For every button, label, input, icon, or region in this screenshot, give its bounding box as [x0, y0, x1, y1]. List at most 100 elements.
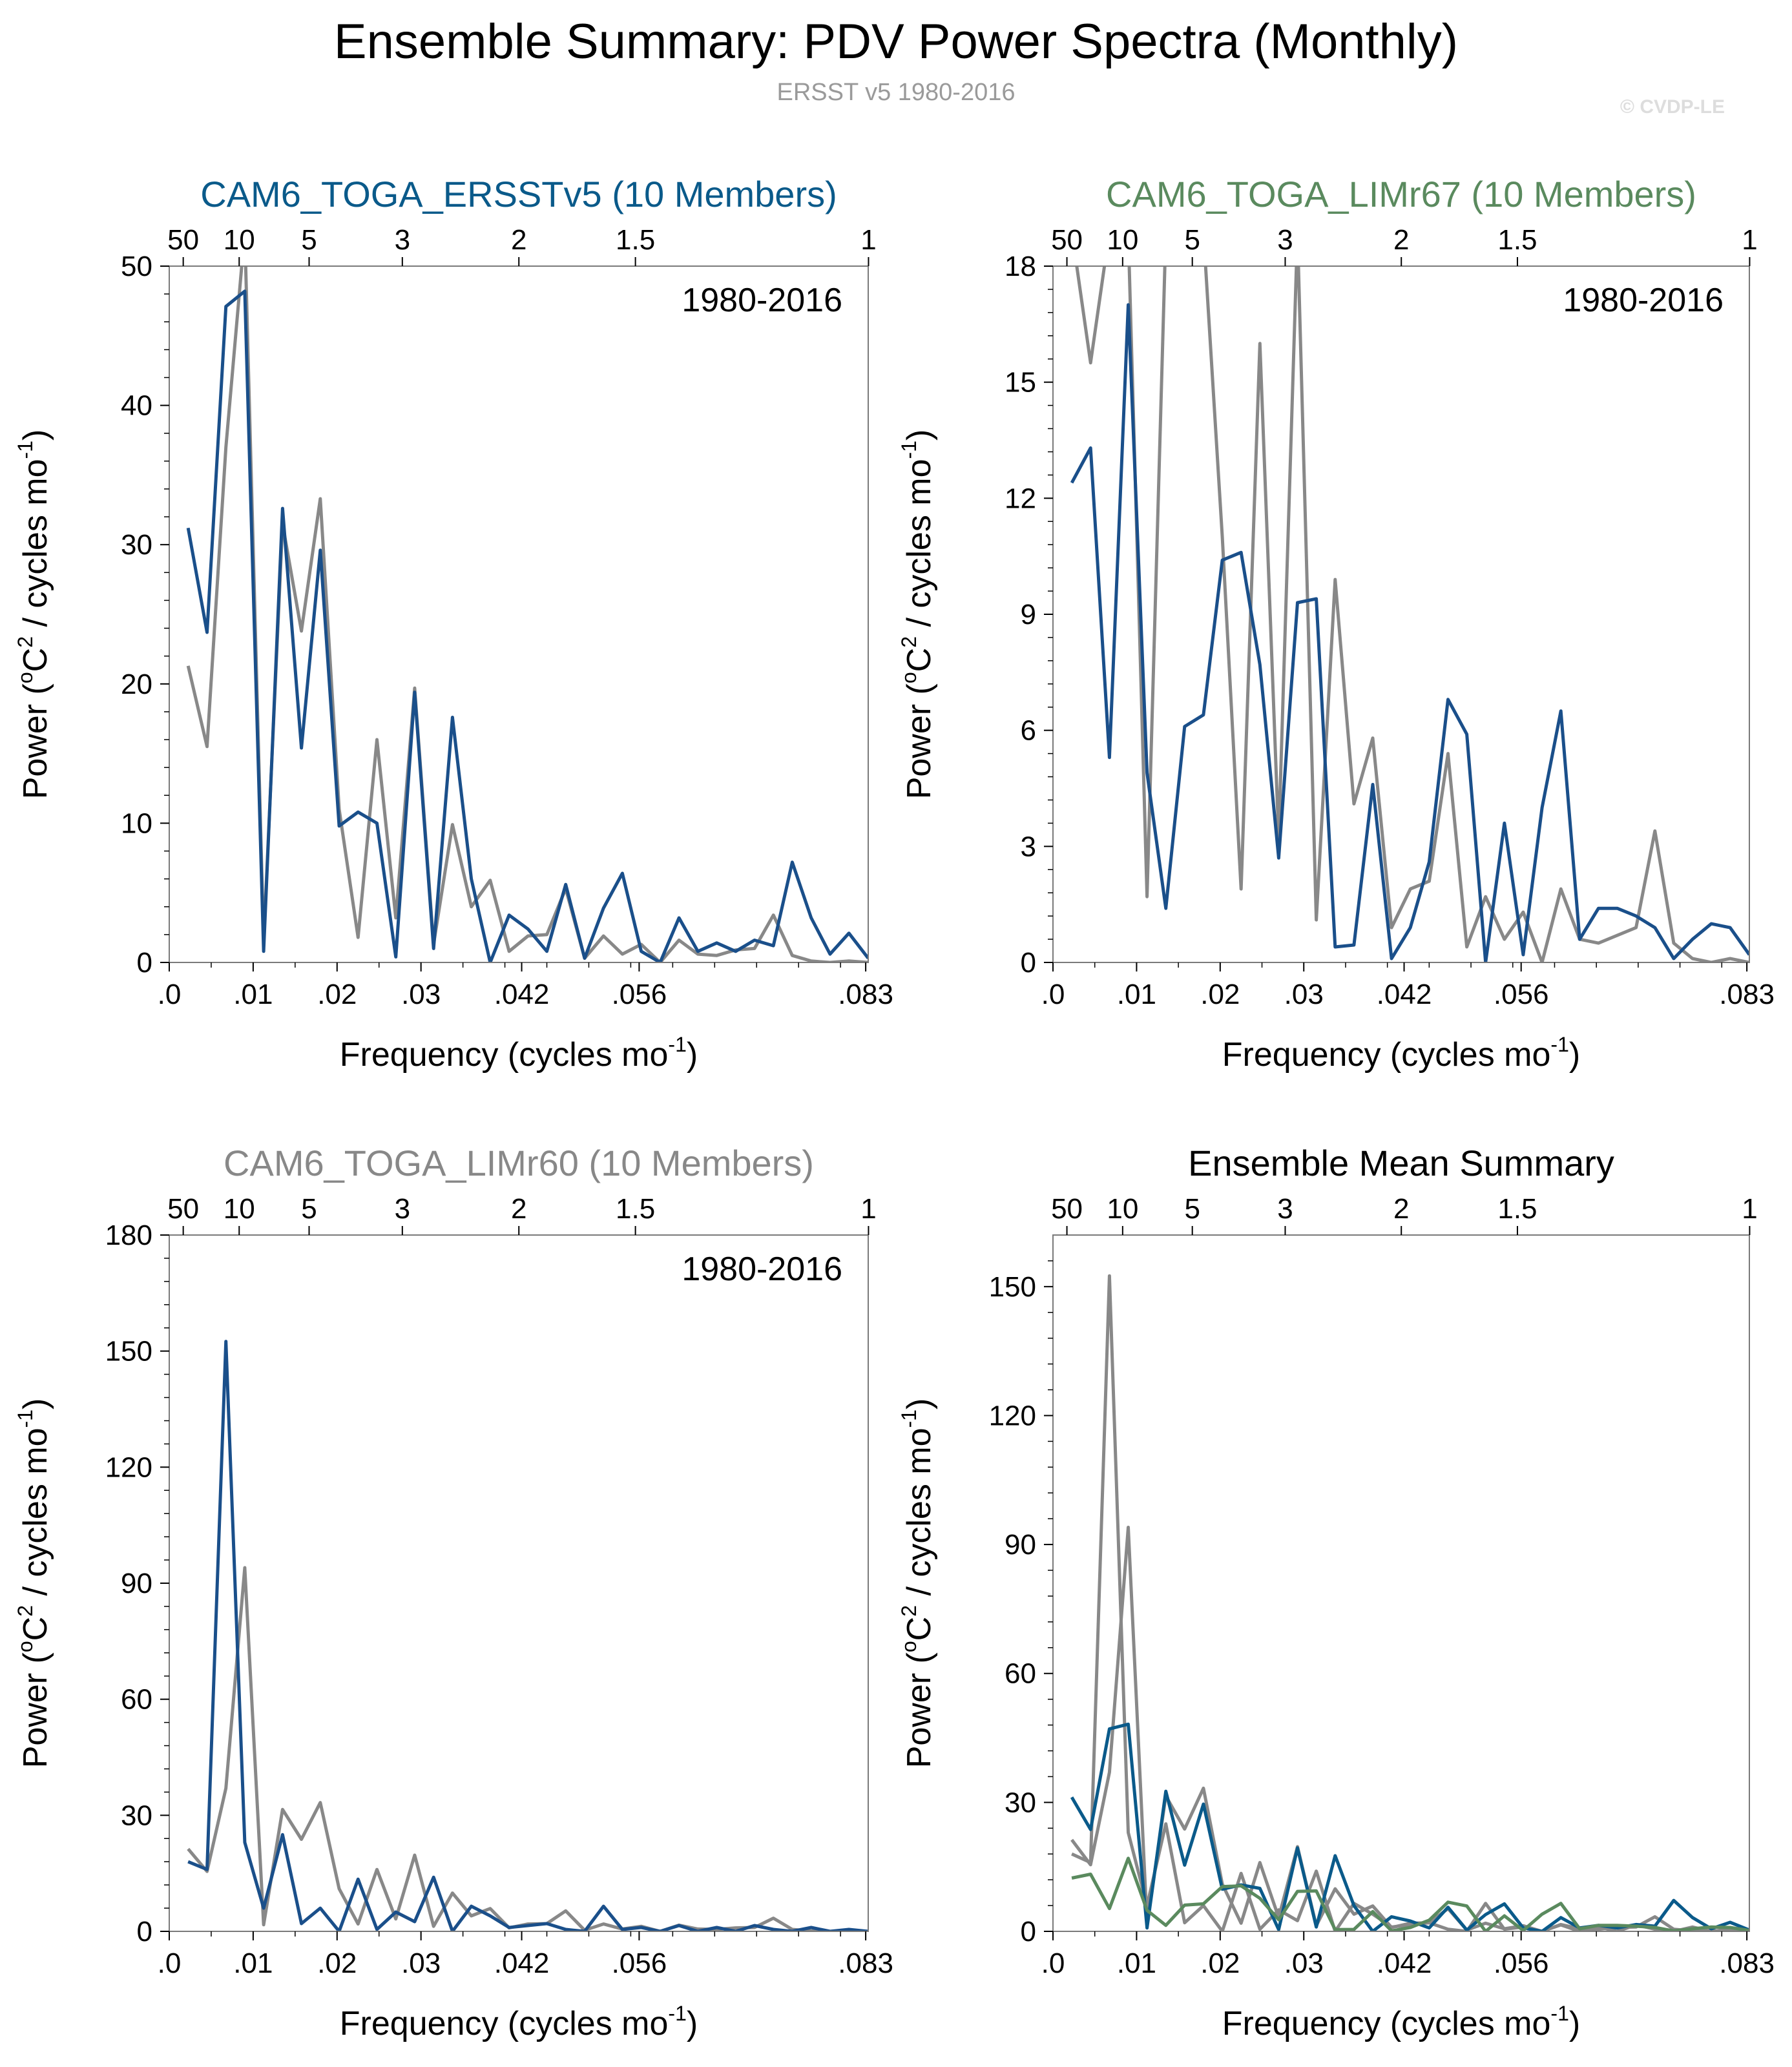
- x-tick-label: .0: [1041, 1948, 1065, 1979]
- y-tick-label: 0: [137, 947, 152, 979]
- x-tick-label: .083: [1719, 979, 1775, 1010]
- y-tick-label: 30: [121, 529, 152, 561]
- y-axis-label: Power (oC2 / cycles mo-1): [14, 1398, 54, 1769]
- y-tick-label: 20: [121, 669, 152, 700]
- series-line-cam6-toga-limr60: [1071, 1274, 1749, 1931]
- top-tick-label: 1: [1742, 1193, 1757, 1225]
- y-tick-label: 0: [1021, 947, 1036, 979]
- x-tick-label: .01: [233, 979, 273, 1010]
- y-tick-label: 120: [105, 1451, 152, 1483]
- x-tick-label: .083: [1719, 1948, 1775, 1979]
- series-line-cam6-toga-limr67: [1070, 303, 1749, 962]
- x-tick-label: .042: [494, 979, 550, 1010]
- top-tick-label: 2: [1393, 224, 1409, 256]
- y-tick-label: 90: [1005, 1529, 1036, 1561]
- top-tick-label: 50: [167, 1193, 199, 1225]
- y-tick-label: 6: [1021, 715, 1036, 747]
- top-tick-label: 3: [395, 224, 410, 256]
- x-tick-label: .042: [1377, 979, 1432, 1010]
- y-tick-label: 3: [1021, 831, 1036, 862]
- y-tick-label: 30: [1005, 1787, 1036, 1818]
- x-axis-label: Frequency (cycles mo-1): [1222, 1033, 1580, 1074]
- top-tick-label: 1: [860, 1193, 876, 1225]
- y-tick-label: 150: [105, 1336, 152, 1367]
- x-tick-label: .042: [494, 1948, 550, 1979]
- x-tick-label: .03: [401, 1948, 441, 1979]
- x-tick-label: .0: [158, 1948, 182, 1979]
- x-tick-label: .056: [1494, 1948, 1549, 1979]
- x-tick-label: .03: [401, 979, 441, 1010]
- panel-title: Ensemble Mean Summary: [1188, 1143, 1614, 1183]
- y-tick-label: 120: [989, 1400, 1036, 1431]
- x-tick-label: .01: [1117, 1948, 1156, 1979]
- y-tick-label: 150: [989, 1271, 1036, 1303]
- x-tick-label: .056: [612, 1948, 667, 1979]
- top-tick-label: 50: [1051, 1193, 1083, 1225]
- y-tick-label: 60: [121, 1684, 152, 1716]
- y-tick-label: 10: [121, 807, 152, 839]
- top-tick-label: 5: [301, 1193, 317, 1225]
- x-tick-label: .01: [1117, 979, 1156, 1010]
- series-line-cam6-toga-ersstv5: [1070, 1722, 1749, 1931]
- top-tick-label: 2: [1393, 1193, 1409, 1225]
- top-tick-label: 1: [860, 224, 876, 256]
- top-tick-label: 50: [167, 224, 199, 256]
- figure-subtitle: ERSST v5 1980-2016: [777, 79, 1016, 106]
- top-tick-label: 1.5: [616, 224, 655, 256]
- top-tick-label: 50: [1051, 224, 1083, 256]
- top-tick-label: 5: [1184, 1193, 1200, 1225]
- top-tick-label: 2: [511, 1193, 526, 1225]
- series-line-ersst-v5: [1075, 266, 1749, 962]
- y-tick-label: 9: [1021, 599, 1036, 630]
- top-tick-label: 2: [511, 224, 526, 256]
- top-tick-label: 1.5: [616, 1193, 655, 1225]
- x-tick-label: .02: [1200, 979, 1240, 1010]
- x-tick-label: .01: [233, 1948, 273, 1979]
- panel-title: CAM6_TOGA_ERSSTv5 (10 Members): [200, 174, 837, 214]
- series-line-cam6-toga-limr60: [187, 1340, 868, 1931]
- y-axis-label: Power (oC2 / cycles mo-1): [14, 430, 54, 800]
- x-tick-label: .056: [612, 979, 667, 1010]
- top-tick-label: 3: [1277, 224, 1293, 256]
- x-tick-label: .02: [317, 979, 357, 1010]
- top-tick-label: 10: [224, 224, 255, 256]
- series-line-cam6-toga-ersstv5: [186, 289, 868, 962]
- x-tick-label: .02: [1200, 1948, 1240, 1979]
- y-tick-label: 0: [137, 1916, 152, 1948]
- top-tick-label: 5: [1184, 224, 1200, 256]
- figure-title: Ensemble Summary: PDV Power Spectra (Mon…: [334, 14, 1458, 69]
- y-tick-label: 12: [1005, 483, 1036, 514]
- period-label: 1980-2016: [682, 282, 842, 319]
- y-tick-label: 0: [1021, 1916, 1036, 1948]
- x-tick-label: .042: [1377, 1948, 1432, 1979]
- plot-frame: [169, 265, 869, 963]
- copyright-label: © CVDP-LE: [1620, 96, 1725, 118]
- y-tick-label: 60: [1005, 1658, 1036, 1690]
- x-tick-label: .0: [158, 979, 182, 1010]
- x-axis-label: Frequency (cycles mo-1): [1222, 2002, 1580, 2042]
- period-label: 1980-2016: [682, 1251, 842, 1288]
- top-tick-label: 1.5: [1497, 1193, 1537, 1225]
- period-label: 1980-2016: [1563, 282, 1724, 319]
- y-axis-label: Power (oC2 / cycles mo-1): [897, 1398, 938, 1769]
- panel-title: CAM6_TOGA_LIMr60 (10 Members): [224, 1143, 814, 1183]
- y-tick-label: 90: [121, 1568, 152, 1599]
- x-tick-label: .02: [317, 1948, 357, 1979]
- y-tick-label: 15: [1005, 367, 1036, 399]
- x-tick-label: .083: [838, 1948, 893, 1979]
- top-tick-label: 3: [395, 1193, 410, 1225]
- x-tick-label: .03: [1284, 1948, 1324, 1979]
- y-tick-label: 40: [121, 390, 152, 422]
- x-tick-label: .056: [1494, 979, 1549, 1010]
- x-tick-label: .0: [1041, 979, 1065, 1010]
- y-axis-label: Power (oC2 / cycles mo-1): [897, 430, 938, 800]
- x-axis-label: Frequency (cycles mo-1): [340, 1033, 698, 1074]
- series-line-cam6-toga-limr67: [1071, 1856, 1749, 1931]
- x-tick-label: .03: [1284, 979, 1324, 1010]
- top-tick-label: 5: [301, 224, 317, 256]
